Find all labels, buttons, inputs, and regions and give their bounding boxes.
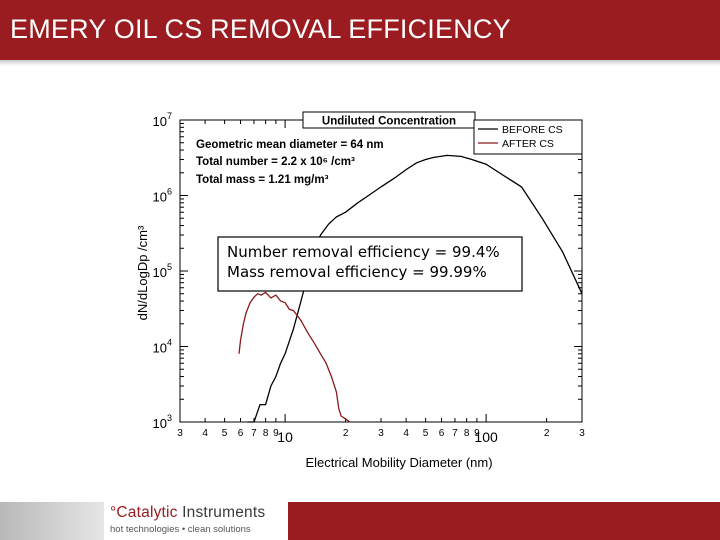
legend-label: AFTER CS bbox=[502, 138, 554, 150]
y-tick-label: 107 bbox=[153, 111, 172, 129]
x-tick-label: 100 bbox=[474, 429, 498, 445]
stats-line: Geometric mean diameter = 64 nm bbox=[196, 139, 384, 151]
x-axis-label: Electrical Mobility Diameter (nm) bbox=[305, 455, 492, 470]
y-tick-label: 103 bbox=[153, 413, 172, 431]
x-tick-label: 3 bbox=[177, 428, 183, 439]
x-tick-label: 2 bbox=[343, 428, 349, 439]
logo-name: °Catalytic Instruments bbox=[110, 504, 265, 522]
y-tick-label: 105 bbox=[153, 262, 172, 280]
title-bar: EMERY OIL CS REMOVAL EFFICIENCY bbox=[0, 0, 720, 60]
x-tick-label: 7 bbox=[251, 428, 257, 439]
legend-label: BEFORE CS bbox=[502, 124, 563, 136]
x-tick-label: 3 bbox=[579, 428, 585, 439]
footer-right-band bbox=[288, 502, 720, 540]
x-tick-label: 8 bbox=[263, 428, 269, 439]
stats-line: Total mass = 1.21 mg/m³ bbox=[196, 174, 329, 186]
y-axis-label: dN/dLogDp /cm³ bbox=[135, 225, 150, 320]
title-underline bbox=[0, 60, 720, 66]
footer-left-band bbox=[0, 502, 104, 540]
annotation-line: Number removal efficiency = 99.4% bbox=[227, 243, 500, 261]
y-tick-label: 104 bbox=[153, 338, 172, 356]
y-tick-label: 106 bbox=[153, 187, 172, 205]
x-tick-label: 9 bbox=[273, 428, 279, 439]
series-line-after-cs bbox=[238, 291, 351, 423]
annotation-box bbox=[217, 236, 523, 292]
x-tick-label: 5 bbox=[423, 428, 429, 439]
x-tick-label: 8 bbox=[464, 428, 470, 439]
x-tick-label: 9 bbox=[474, 428, 480, 439]
x-tick-label: 6 bbox=[238, 428, 244, 439]
annotation-line: Mass removal efficiency = 99.99% bbox=[227, 263, 487, 281]
slide-title: EMERY OIL CS REMOVAL EFFICIENCY bbox=[10, 14, 511, 44]
x-tick-label: 4 bbox=[403, 428, 409, 439]
x-tick-label: 6 bbox=[439, 428, 445, 439]
stats-line: Total number = 2.2 x 10⁶ /cm³ bbox=[196, 156, 355, 168]
x-tick-label: 3 bbox=[378, 428, 384, 439]
logo-name-part2: Instruments bbox=[182, 504, 266, 521]
chart-title: Undiluted Concentration bbox=[322, 116, 456, 128]
logo-name-part1: °Catalytic bbox=[110, 504, 178, 521]
company-logo: °Catalytic Instruments hot technologies … bbox=[106, 500, 288, 540]
series-line-before-cs bbox=[247, 154, 583, 423]
x-tick-label: 4 bbox=[202, 428, 208, 439]
x-tick-label: 5 bbox=[222, 428, 228, 439]
x-tick-label: 2 bbox=[544, 428, 550, 439]
x-tick-label: 10 bbox=[277, 429, 293, 445]
legend-box bbox=[473, 119, 583, 155]
x-tick-label: 7 bbox=[452, 428, 458, 439]
logo-tagline: hot technologies • clean solutions bbox=[110, 524, 251, 535]
